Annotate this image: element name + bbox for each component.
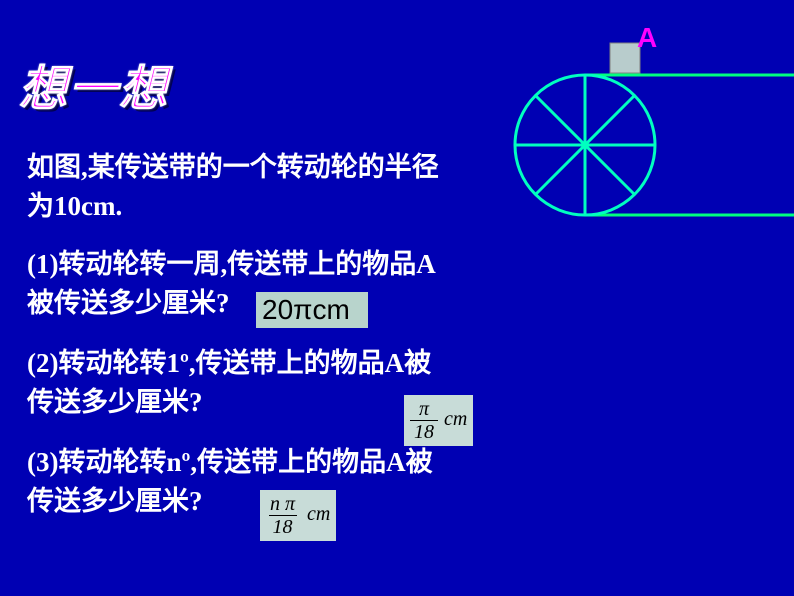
fraction-3: n π 18	[266, 494, 299, 537]
denominator-3: 18	[269, 515, 297, 537]
page-title: 想一想	[19, 49, 169, 119]
answer-1: 20πcm	[256, 292, 368, 328]
wheel-spokes	[515, 75, 655, 215]
denominator-2: 18	[410, 420, 438, 442]
item-box	[610, 43, 640, 73]
unit-2: cm	[444, 408, 467, 433]
unit-3: cm	[307, 503, 330, 528]
question-1: (1)转动轮转一周,传送带上的物品A被传送多少厘米?	[27, 245, 447, 323]
answer-2: π 18 cm	[404, 395, 473, 446]
numerator-3: n π	[266, 494, 299, 515]
label-a: A	[637, 22, 657, 54]
fraction-2: π 18	[410, 399, 438, 442]
question-2: (2)转动轮转1º,传送带上的物品A被传送多少厘米?	[27, 344, 447, 422]
answer-3: n π 18 cm	[260, 490, 336, 541]
intro-text: 如图,某传送带的一个转动轮的半径为10cm.	[27, 148, 447, 226]
question-3: (3)转动轮转nº,传送带上的物品A被传送多少厘米?	[27, 443, 447, 521]
numerator-2: π	[415, 399, 433, 420]
